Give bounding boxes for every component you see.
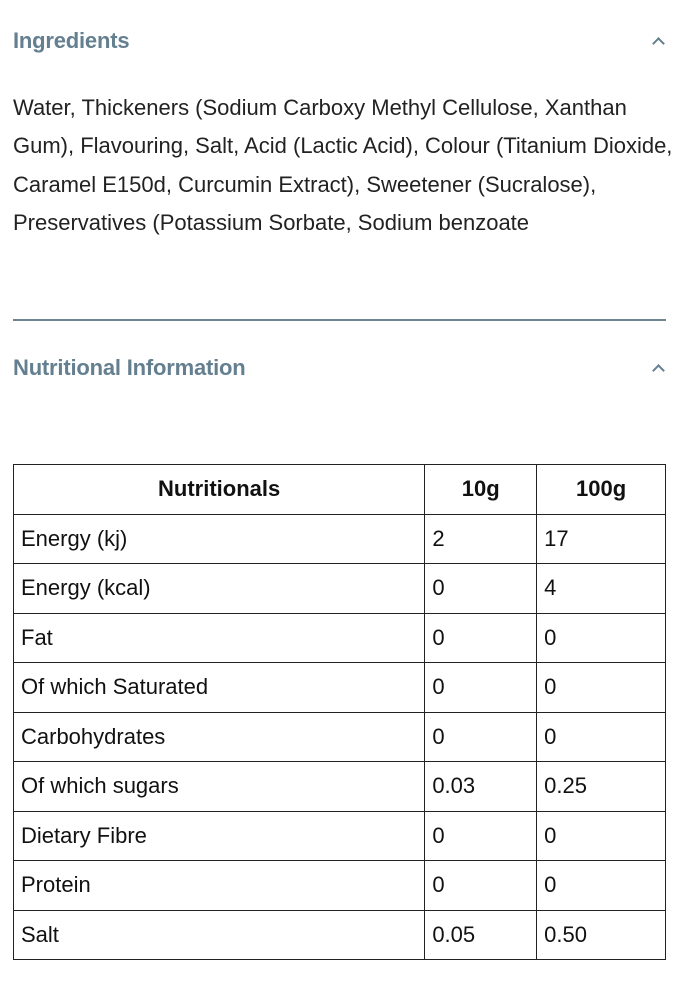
- value-100g: 0: [536, 662, 666, 713]
- value-100g: 17: [536, 513, 666, 564]
- value-10g: 0: [424, 662, 538, 713]
- chevron-up-icon[interactable]: [650, 360, 666, 376]
- value-10g: 0: [424, 810, 538, 861]
- value-10g: 0.03: [424, 761, 538, 812]
- table-row: Protein 0 0: [12, 860, 666, 911]
- nutrient-name: Carbohydrates: [12, 711, 426, 762]
- table-header-row: Nutritionals 10g 100g: [12, 464, 666, 515]
- column-header: Nutritionals: [12, 464, 426, 515]
- nutrient-name: Dietary Fibre: [12, 810, 426, 861]
- value-100g: 0: [536, 711, 666, 762]
- nutrient-name: Salt: [12, 909, 426, 960]
- value-100g: 0: [536, 612, 666, 663]
- nutrient-name: Of which sugars: [12, 761, 426, 812]
- nutrient-name: Energy (kj): [12, 513, 426, 564]
- table-row: Of which Saturated 0 0: [12, 662, 666, 713]
- nutrient-name: Fat: [12, 612, 426, 663]
- value-100g: 0: [536, 810, 666, 861]
- column-header: 10g: [424, 464, 538, 515]
- table-row: Dietary Fibre 0 0: [12, 810, 666, 861]
- table-row: Of which sugars 0.03 0.25: [12, 761, 666, 812]
- value-100g: 0.50: [536, 909, 666, 960]
- table-row: Salt 0.05 0.50: [12, 909, 666, 960]
- value-10g: 2: [424, 513, 538, 564]
- section-divider: [13, 319, 666, 321]
- nutrition-title: Nutritional Information: [13, 355, 246, 380]
- nutrient-name: Of which Saturated: [12, 662, 426, 713]
- table-row: Carbohydrates 0 0: [12, 711, 666, 762]
- table-row: Energy (kcal) 0 4: [12, 563, 666, 614]
- column-header: 100g: [536, 464, 666, 515]
- chevron-up-icon[interactable]: [650, 33, 666, 49]
- ingredients-text: Water, Thickeners (Sodium Carboxy Methyl…: [13, 95, 673, 235]
- table-row: Energy (kj) 2 17: [12, 513, 666, 564]
- table-row: Fat 0 0: [12, 612, 666, 663]
- nutrient-name: Energy (kcal): [12, 563, 426, 614]
- nutrient-name: Protein: [12, 860, 426, 911]
- nutrition-accordion-header[interactable]: Nutritional Information: [13, 355, 666, 381]
- value-10g: 0.05: [424, 909, 538, 960]
- value-100g: 0.25: [536, 761, 666, 812]
- nutrition-table: Nutritionals 10g 100g Energy (kj) 2 17 Ener…: [12, 464, 666, 960]
- value-10g: 0: [424, 711, 538, 762]
- ingredients-accordion-header[interactable]: Ingredients: [13, 28, 666, 54]
- value-10g: 0: [424, 612, 538, 663]
- value-10g: 0: [424, 563, 538, 614]
- ingredients-title: Ingredients: [13, 28, 130, 53]
- value-10g: 0: [424, 860, 538, 911]
- value-100g: 0: [536, 860, 666, 911]
- value-100g: 4: [536, 563, 666, 614]
